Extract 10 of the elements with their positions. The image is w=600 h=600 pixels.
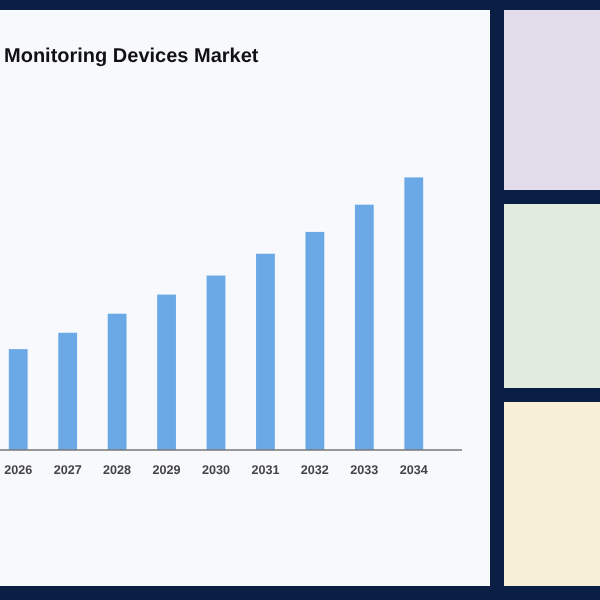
chart-title: Monitoring Devices Market (4, 46, 260, 68)
bar (354, 204, 374, 450)
bar (107, 313, 127, 450)
bar (206, 275, 226, 450)
bar (256, 253, 275, 450)
bar (58, 332, 78, 450)
bar (8, 349, 28, 450)
bar (404, 177, 424, 450)
bar (305, 231, 325, 450)
bar (157, 294, 176, 450)
